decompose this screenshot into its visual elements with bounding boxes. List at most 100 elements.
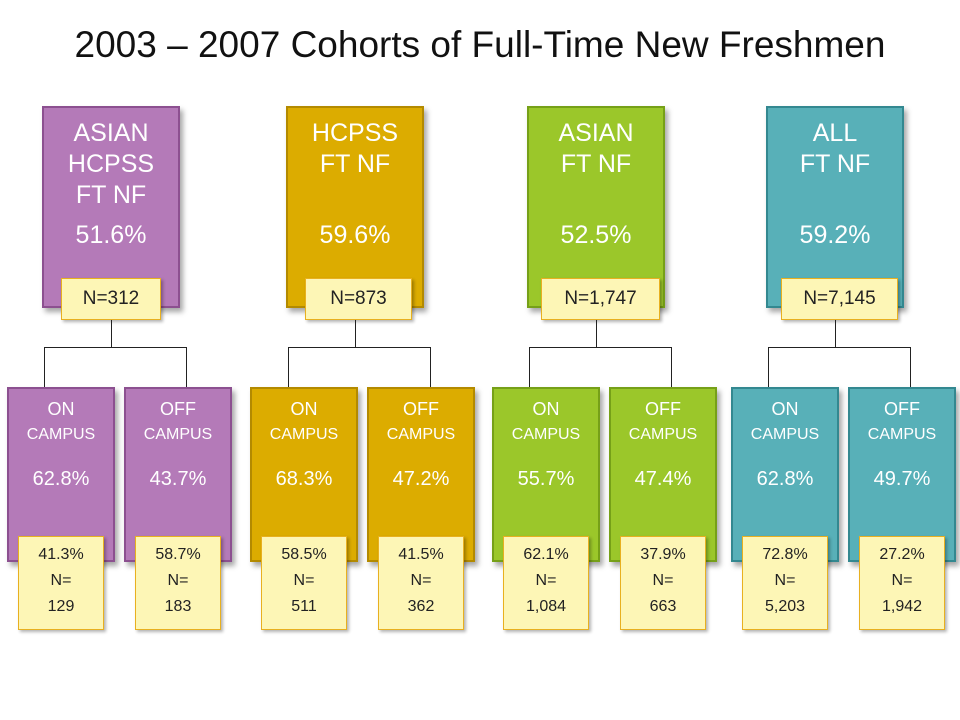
child-label: CAMPUS — [867, 426, 937, 443]
child-label: ON — [771, 399, 799, 419]
off-campus-box: OFF CAMPUS 49.7% — [848, 387, 956, 562]
badge-line: 41.3% — [38, 546, 84, 563]
connector-line — [288, 347, 289, 387]
child-label: CAMPUS — [26, 426, 96, 443]
parent-n-badge: N=312 — [61, 278, 161, 320]
child-label: CAMPUS — [511, 426, 581, 443]
connector-line — [671, 347, 672, 387]
parent-label-line — [529, 180, 663, 211]
chart-title: 2003 – 2007 Cohorts of Full-Time New Fre… — [74, 24, 886, 65]
badge-line: 58.7% — [155, 546, 201, 563]
parent-box: ASIAN HCPSS FT NF 51.6% — [42, 106, 180, 308]
badge-line: 663 — [649, 598, 677, 615]
parent-percent: 59.2% — [799, 221, 871, 249]
child-label: CAMPUS — [143, 426, 213, 443]
parent-percent: 52.5% — [560, 221, 632, 249]
child-n-badge: 41.3% N= 129 — [18, 536, 104, 630]
badge-line: N= — [535, 572, 557, 589]
parent-label-line: HCPSS — [67, 150, 155, 178]
on-campus-box: ON CAMPUS 62.8% — [7, 387, 115, 562]
child-n-badge: 37.9% N= 663 — [620, 536, 706, 630]
badge-line: 511 — [291, 598, 317, 615]
child-percent: 55.7% — [517, 468, 575, 490]
child-percent: 49.7% — [873, 468, 931, 490]
connector-line — [288, 347, 430, 348]
badge-line: N= — [652, 572, 674, 589]
child-label: CAMPUS — [628, 426, 698, 443]
badge-line: N= — [293, 572, 315, 589]
connector-line — [111, 320, 112, 347]
child-label: ON — [47, 399, 75, 419]
badge-line: N= — [891, 572, 913, 589]
badge-line: 183 — [164, 598, 192, 615]
child-percent: 43.7% — [149, 468, 207, 490]
child-label: ON — [290, 399, 318, 419]
badge-line: 62.1% — [523, 546, 569, 563]
parent-label-line: ALL — [812, 119, 858, 147]
child-label: OFF — [645, 399, 681, 419]
badge-line: 1,942 — [881, 598, 923, 615]
child-label: ON — [532, 399, 560, 419]
badge-line: 362 — [407, 598, 435, 615]
parent-n-badge: N=1,747 — [541, 278, 660, 320]
parent-label-line: HCPSS — [311, 119, 399, 147]
parent-percent: 59.6% — [319, 221, 391, 249]
off-campus-box: OFF CAMPUS 47.4% — [609, 387, 717, 562]
connector-line — [44, 347, 186, 348]
badge-line: 129 — [47, 598, 75, 615]
parent-box: ASIAN FT NF 52.5% — [527, 106, 665, 308]
parent-label-line: FT NF — [75, 181, 147, 209]
parent-box: ALL FT NF 59.2% — [766, 106, 904, 308]
off-campus-box: OFF CAMPUS 47.2% — [367, 387, 475, 562]
badge-line: 1,084 — [525, 598, 567, 615]
child-percent: 62.8% — [32, 468, 90, 490]
child-n-badge: 62.1% N= 1,084 — [503, 536, 589, 630]
on-campus-box: ON CAMPUS 62.8% — [731, 387, 839, 562]
connector-line — [768, 347, 769, 387]
child-label: OFF — [160, 399, 196, 419]
child-percent: 47.2% — [392, 468, 450, 490]
parent-n-badge: N=7,145 — [781, 278, 898, 320]
connector-line — [44, 347, 45, 387]
child-n-badge: 72.8% N= 5,203 — [742, 536, 828, 630]
child-label: CAMPUS — [750, 426, 820, 443]
connector-line — [835, 320, 836, 347]
badge-line: 27.2% — [879, 546, 925, 563]
child-percent: 68.3% — [275, 468, 333, 490]
badge-line: 41.5% — [398, 546, 444, 563]
parent-n-badge: N=873 — [305, 278, 412, 320]
child-label: CAMPUS — [386, 426, 456, 443]
badge-line: 5,203 — [764, 598, 806, 615]
parent-label-line: FT NF — [319, 150, 391, 178]
parent-label-line: FT NF — [560, 150, 632, 178]
child-label: CAMPUS — [269, 426, 339, 443]
child-n-badge: 58.7% N= 183 — [135, 536, 221, 630]
badge-line: 58.5% — [281, 546, 327, 563]
child-n-badge: 27.2% N= 1,942 — [859, 536, 945, 630]
connector-line — [768, 347, 910, 348]
badge-line: N= — [774, 572, 796, 589]
child-percent: 47.4% — [634, 468, 692, 490]
child-n-badge: 41.5% N= 362 — [378, 536, 464, 630]
parent-label-line: FT NF — [799, 150, 871, 178]
connector-line — [529, 347, 530, 387]
on-campus-box: ON CAMPUS 68.3% — [250, 387, 358, 562]
parent-percent: 51.6% — [75, 221, 147, 249]
child-label: OFF — [403, 399, 439, 419]
badge-line: N= — [167, 572, 189, 589]
child-percent: 62.8% — [756, 468, 814, 490]
badge-line: N= — [50, 572, 72, 589]
badge-line: N= — [410, 572, 432, 589]
connector-line — [186, 347, 187, 387]
badge-line: 72.8% — [762, 546, 808, 563]
parent-label-line — [768, 180, 902, 211]
connector-line — [910, 347, 911, 387]
parent-label-line: ASIAN — [73, 119, 149, 147]
parent-label-line: ASIAN — [558, 119, 634, 147]
parent-box: HCPSS FT NF 59.6% — [286, 106, 424, 308]
child-n-badge: 58.5% N= 511 — [261, 536, 347, 630]
badge-line: 37.9% — [640, 546, 686, 563]
off-campus-box: OFF CAMPUS 43.7% — [124, 387, 232, 562]
connector-line — [529, 347, 671, 348]
connector-line — [430, 347, 431, 387]
